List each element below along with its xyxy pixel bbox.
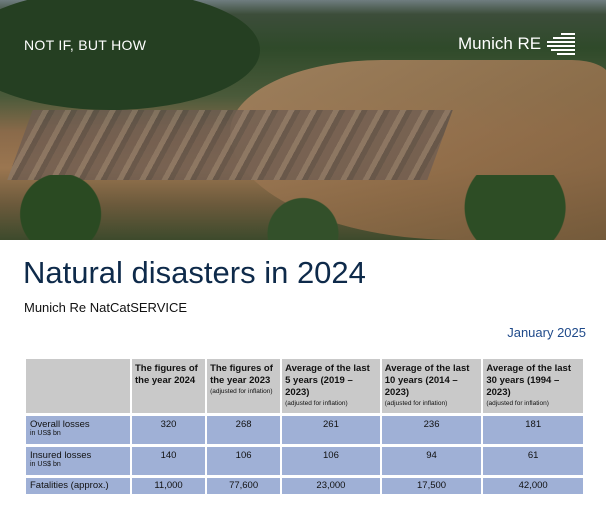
row-label: Overall losses in US$ bn <box>26 416 130 444</box>
statistics-table: The figures of the year 2024 The figures… <box>24 356 585 497</box>
table-row: Overall losses in US$ bn 320 268 261 236 … <box>26 416 583 444</box>
value-cell: 42,000 <box>483 478 583 494</box>
header-cell: The figures of the year 2024 <box>132 359 206 413</box>
logo-mark-icon <box>547 33 576 55</box>
value-cell: 61 <box>483 447 583 475</box>
value-cell: 268 <box>207 416 281 444</box>
value-cell: 17,500 <box>381 478 482 494</box>
value-cell: 11,000 <box>132 478 206 494</box>
value-cell: 77,600 <box>207 478 281 494</box>
value-cell: 94 <box>381 447 482 475</box>
value-cell: 106 <box>282 447 380 475</box>
hero-image-flooded-town: NOT IF, BUT HOW Munich RE <box>0 0 606 240</box>
munich-re-logo: Munich RE <box>458 33 576 55</box>
value-cell: 236 <box>381 416 482 444</box>
value-cell: 181 <box>483 416 583 444</box>
logo-text: Munich RE <box>458 34 542 53</box>
value-cell: 140 <box>132 447 206 475</box>
header-cell: Average of the last 10 years (2014 – 202… <box>381 359 482 413</box>
header-row: The figures of the year 2024 The figures… <box>26 359 583 413</box>
header-cell: Average of the last 5 years (2019 – 2023… <box>282 359 380 413</box>
publication-date: January 2025 <box>507 325 586 340</box>
page-subtitle: Munich Re NatCatSERVICE <box>24 300 188 315</box>
value-cell: 320 <box>132 416 206 444</box>
tagline: NOT IF, BUT HOW <box>24 37 147 53</box>
value-cell: 23,000 <box>282 478 380 494</box>
table-row: Fatalities (approx.) 11,000 77,600 23,00… <box>26 478 583 494</box>
header-cell: The figures of the year 2023 (adjusted fo… <box>207 359 281 413</box>
header-empty <box>26 359 130 413</box>
row-label: Fatalities (approx.) <box>26 478 130 494</box>
header-cell: Average of the last 30 years (1994 – 202… <box>483 359 583 413</box>
table-row: Insured losses in US$ bn 140 106 106 94 6… <box>26 447 583 475</box>
page-title: Natural disasters in 2024 <box>23 255 366 290</box>
row-label: Insured losses in US$ bn <box>26 447 130 475</box>
value-cell: 106 <box>207 447 281 475</box>
value-cell: 261 <box>282 416 380 444</box>
